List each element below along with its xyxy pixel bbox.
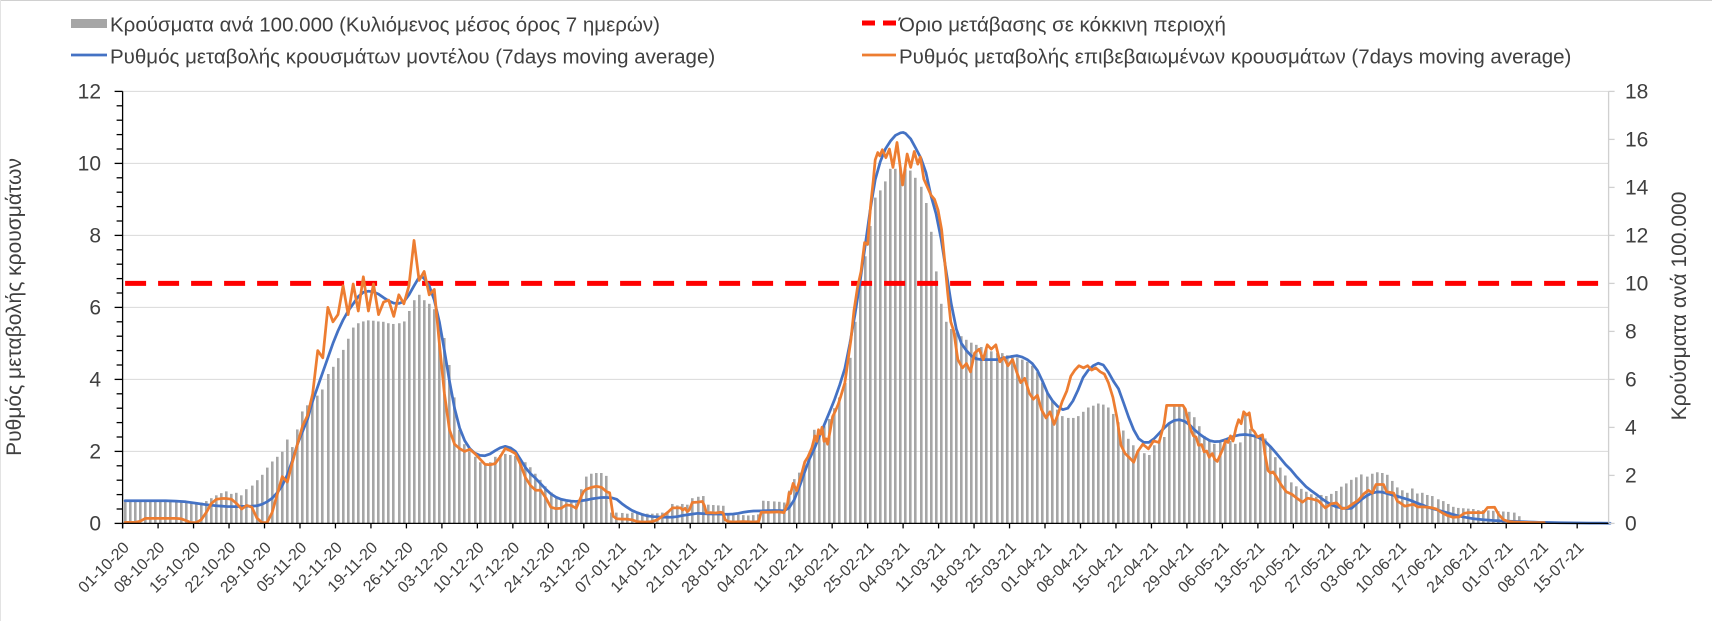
svg-text:16: 16 <box>1625 129 1648 152</box>
svg-text:18: 18 <box>1625 81 1648 104</box>
svg-text:2: 2 <box>89 441 101 464</box>
svg-text:0: 0 <box>89 513 101 536</box>
svg-text:12: 12 <box>1625 225 1648 248</box>
svg-text:6: 6 <box>1625 369 1637 392</box>
svg-text:Ρυθμός μεταβολής επιβεβαιωμένω: Ρυθμός μεταβολής επιβεβαιωμένων κρουσμάτ… <box>899 46 1571 69</box>
svg-text:Κρούσματα ανά 100.000: Κρούσματα ανά 100.000 <box>1668 192 1691 421</box>
svg-text:14: 14 <box>1625 177 1649 200</box>
svg-text:8: 8 <box>89 225 101 248</box>
svg-text:2: 2 <box>1625 465 1637 488</box>
svg-text:Κρούσματα ανά 100.000 (Κυλιόμε: Κρούσματα ανά 100.000 (Κυλιόμενος μέσος … <box>110 14 660 37</box>
svg-text:4: 4 <box>1625 417 1637 440</box>
svg-text:10: 10 <box>1625 273 1648 296</box>
svg-text:Ρυθμός μεταβολής κρουσμάτων: Ρυθμός μεταβολής κρουσμάτων <box>3 158 26 456</box>
svg-text:12: 12 <box>78 81 101 104</box>
svg-text:0: 0 <box>1625 513 1637 536</box>
svg-text:6: 6 <box>89 297 101 320</box>
svg-text:Όριο μετάβασης σε κόκκινη περι: Όριο μετάβασης σε κόκκινη περιοχή <box>898 14 1226 37</box>
svg-text:4: 4 <box>89 369 101 392</box>
svg-text:8: 8 <box>1625 321 1637 344</box>
svg-text:Ρυθμός μεταβολής κρουσμάτων μο: Ρυθμός μεταβολής κρουσμάτων μοντέλου (7d… <box>110 46 715 69</box>
svg-text:10: 10 <box>78 153 101 176</box>
